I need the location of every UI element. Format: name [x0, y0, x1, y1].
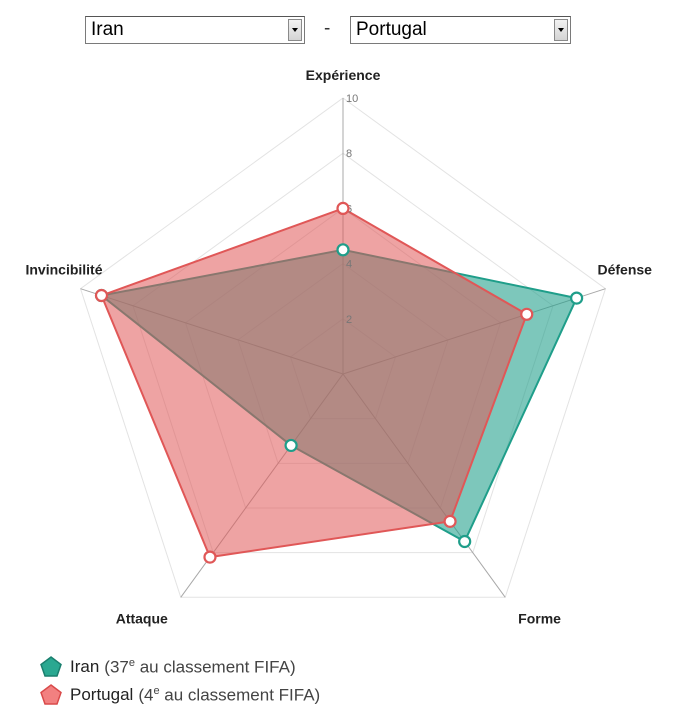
axis-label: Forme: [518, 610, 561, 626]
legend-item-iran[interactable]: Iran (37e au classement FIFA): [40, 656, 296, 678]
data-point-iran: [336, 243, 350, 257]
grid-ring: [79, 97, 607, 598]
chevron-down-icon[interactable]: [554, 19, 568, 41]
tick-label: 2: [346, 314, 352, 326]
team-separator: -: [324, 18, 331, 39]
data-point-portugal: [336, 201, 350, 215]
data-point-iran: [284, 438, 298, 453]
pentagon-icon: [40, 656, 62, 677]
axis-label: Invincibilité: [25, 262, 102, 278]
pentagon-icon: [40, 684, 62, 705]
radar-series-areas: [100, 207, 578, 559]
legend-item-portugal[interactable]: Portugal (4e au classement FIFA): [40, 684, 320, 706]
legend-team-name: Portugal: [70, 685, 134, 704]
radar-axis-labels: Expérience Défense Forme Attaque Invincibili…: [25, 67, 652, 626]
data-point-iran: [458, 534, 472, 549]
radar-chart: 246810 ExpérienceDéfenseFormeAttaqueInvi…: [25, 67, 652, 626]
team-b-select-value: Portugal: [356, 19, 427, 40]
axis-label: Attaque: [116, 610, 168, 626]
series-area-portugal: [100, 207, 528, 559]
data-point-iran: [570, 291, 584, 305]
legend-team-name: Iran: [70, 657, 100, 676]
data-point-portugal: [443, 514, 457, 528]
tick-label: 4: [346, 259, 352, 271]
axis-label: Expérience: [306, 67, 381, 83]
radar-points: [94, 201, 584, 564]
data-point-portugal: [520, 307, 534, 321]
axis-label: Défense: [597, 262, 652, 278]
legend-team-rank: (4e au classement FIFA): [138, 684, 321, 705]
team-a-select[interactable]: Iran: [85, 16, 305, 44]
data-point-portugal: [203, 550, 217, 564]
team-a-select-value: Iran: [91, 19, 124, 40]
chevron-down-icon[interactable]: [288, 19, 302, 41]
legend-team-rank: (37e au classement FIFA): [104, 656, 296, 677]
tick-label: 10: [346, 93, 358, 105]
team-b-select[interactable]: Portugal: [350, 16, 571, 44]
tick-label: 8: [346, 148, 352, 160]
data-point-portugal: [94, 288, 109, 303]
